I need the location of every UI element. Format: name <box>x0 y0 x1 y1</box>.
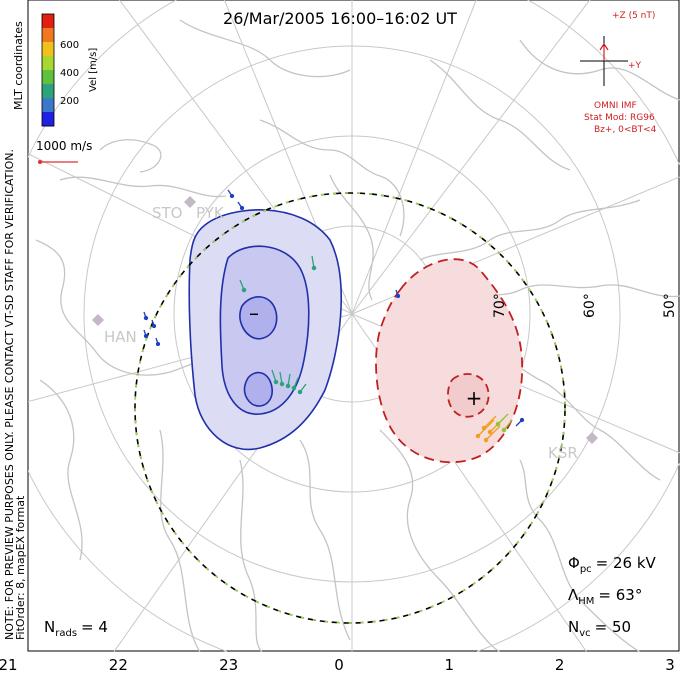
imf-model: Stat Mod: RG96 <box>584 113 655 123</box>
colorbar-outline <box>41 13 55 127</box>
colorbar-segment <box>42 112 54 127</box>
imf-source: OMNI IMF <box>594 101 637 111</box>
dusk-cell <box>188 209 342 451</box>
vector-scale-dot <box>38 160 42 164</box>
imf-vector-head <box>599 42 609 51</box>
svg-text:Nvc= 50: Nvc = 50 <box>568 618 631 639</box>
imf-y-label: +Y <box>628 61 642 71</box>
mlt-tick-label: 23 <box>219 656 238 674</box>
station-label-pyk: PYK <box>196 204 225 222</box>
mlt-tick-label: 3 <box>665 656 675 674</box>
mlt-tick-label: 0 <box>334 656 344 674</box>
coastlines <box>35 19 680 652</box>
stat-phi-pc: Φpc = 26 kV <box>568 554 657 575</box>
colorbar-segment <box>42 70 54 85</box>
stat-n-rads: Nrads = 4 <box>44 618 108 639</box>
mlt-tick-label: 2 <box>555 656 565 674</box>
vector-scale-label: 1000 m/s <box>36 139 92 153</box>
mlt-tick-label: 22 <box>109 656 128 674</box>
svg-text:Nrads= 4: Nrads = 4 <box>44 618 108 639</box>
colorbar-label: Vel [m/s] <box>88 48 99 92</box>
coord-label: MLT coordinates <box>12 21 25 110</box>
dusk-cell-marker: – <box>249 301 259 325</box>
imf-condition: Bz+, 0<BT<4 <box>594 125 657 135</box>
plot-title: 26/Mar/2005 16:00–16:02 UT <box>223 9 457 28</box>
colorbar-tick-400: 400 <box>60 68 79 79</box>
dawn-cell-marker: + <box>466 386 483 410</box>
station-label-ksr: KSR <box>548 444 578 462</box>
colorbar-segment <box>42 14 54 29</box>
station-markers <box>92 196 598 444</box>
stat-n-vc: Nvc = 50 <box>568 618 631 639</box>
colorbar-segment <box>42 28 54 43</box>
dawn-cell <box>375 258 524 464</box>
station-label-sto: STO <box>152 204 183 222</box>
lat-label-50: 50° <box>662 293 678 318</box>
mlt-axis: 21 22 23 0 1 2 3 <box>0 656 675 674</box>
stat-lambda-hm: ΛHM = 63° <box>568 586 642 607</box>
plot-frame <box>27 0 680 652</box>
fit-info: FitOrder: 8, mapEX format <box>14 495 27 640</box>
svg-text:Φpc= 26 kV: Φpc = 26 kV <box>568 554 657 575</box>
colorbar-segment <box>42 98 54 113</box>
colorbar-segment <box>42 42 54 57</box>
colorbar-segment <box>42 84 54 99</box>
station-label-han: HAN <box>104 328 137 346</box>
colorbar-tick-600: 600 <box>60 40 79 51</box>
svg-text:ΛHM= 63°: ΛHM = 63° <box>568 586 642 607</box>
colorbar-segment <box>42 56 54 71</box>
hm-boundary-markers <box>134 192 566 624</box>
velocity-vectors <box>143 189 525 443</box>
imf-z-label: +Z (5 nT) <box>612 11 655 21</box>
mlt-tick-label: 1 <box>445 656 455 674</box>
preview-note: NOTE: FOR PREVIEW PURPOSES ONLY. PLEASE … <box>3 149 16 640</box>
colorbar-tick-200: 200 <box>60 96 79 107</box>
lat-label-70: 70° <box>492 293 508 318</box>
lat-label-60: 60° <box>582 293 598 318</box>
velocity-colorbar <box>41 13 55 127</box>
mlt-tick-label: 21 <box>0 656 18 674</box>
